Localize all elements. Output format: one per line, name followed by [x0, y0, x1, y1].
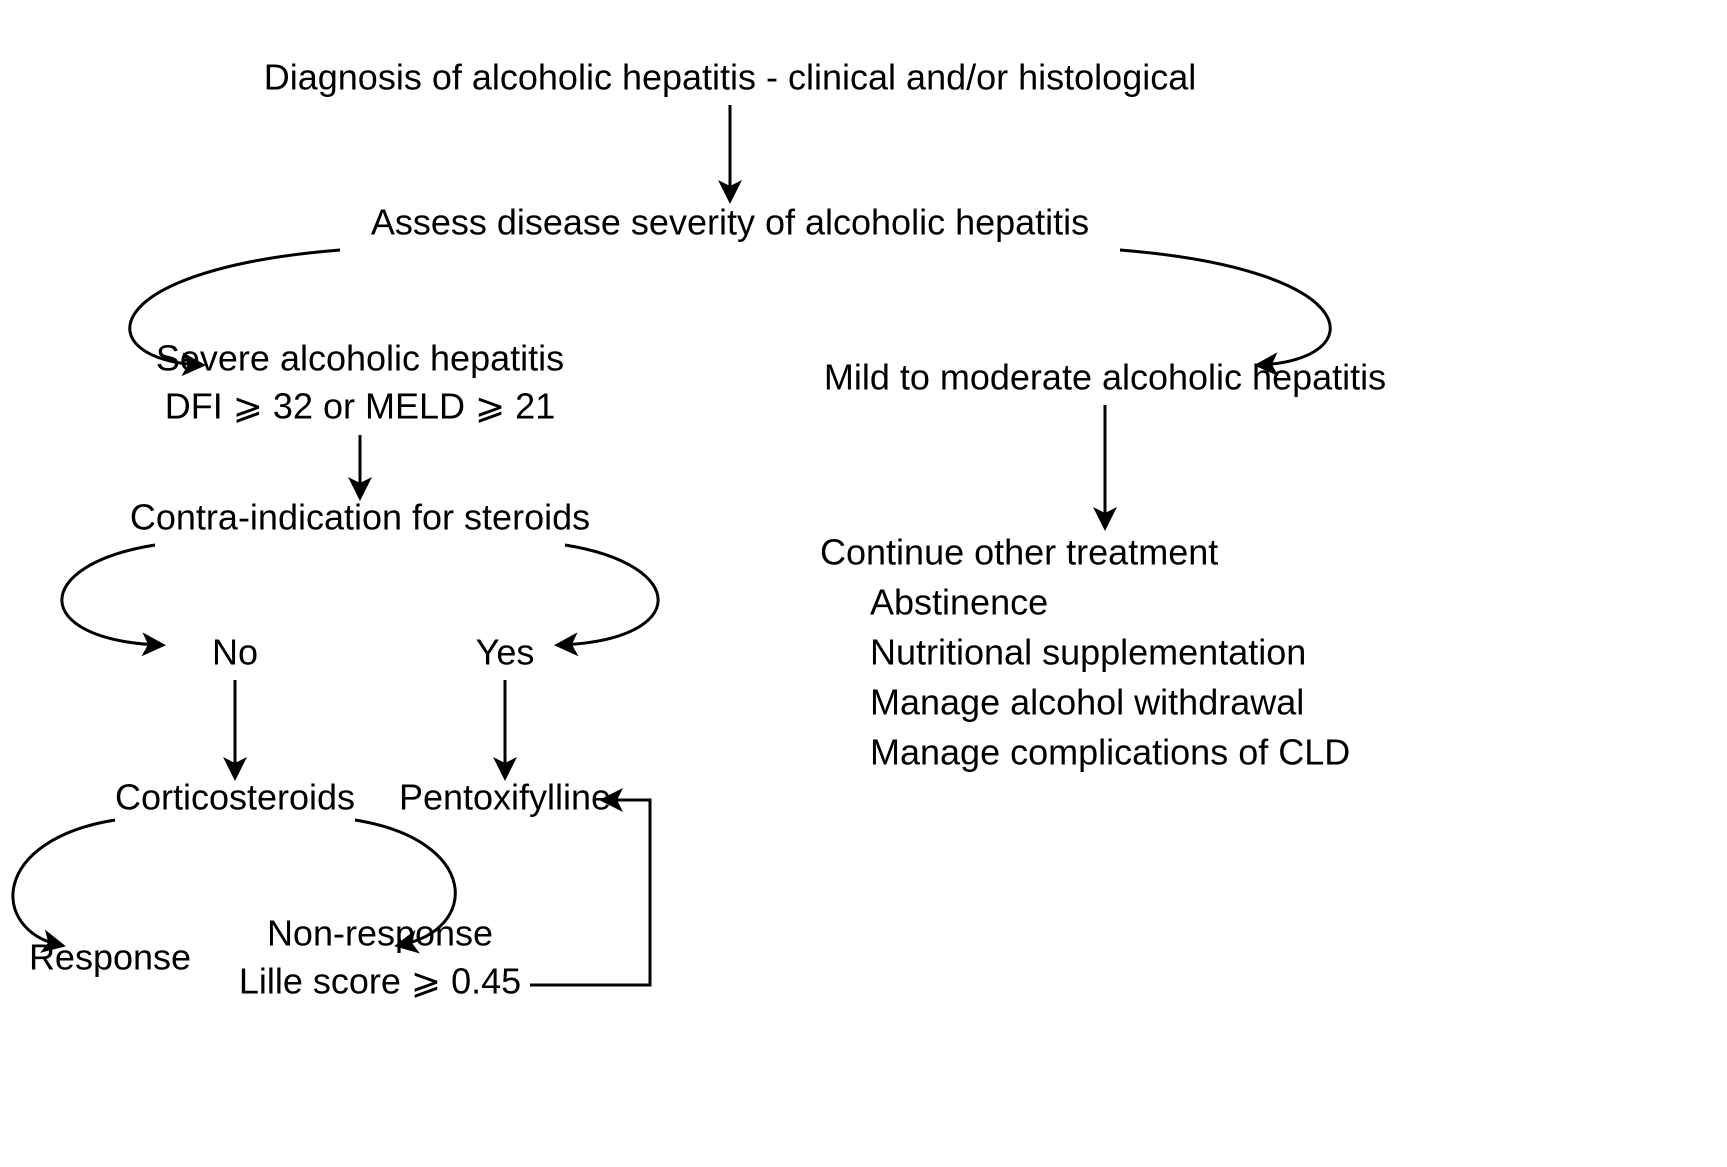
edge-nonresponse-to-pentox: [530, 800, 650, 985]
diagnosis-line-0: Diagnosis of alcoholic hepatitis - clini…: [264, 57, 1196, 98]
no-line-0: No: [212, 632, 258, 673]
continue-item-0: Abstinence: [870, 582, 1048, 623]
nonresponse-line-0: Non-response: [267, 913, 493, 954]
flowchart: Diagnosis of alcoholic hepatitis - clini…: [0, 0, 1727, 1167]
severe: Severe alcoholic hepatitis DFI ⩾ 32 or ME…: [156, 338, 564, 427]
cortico-line-0: Corticosteroids: [115, 777, 355, 818]
nonresponse-line-1: Lille score ⩾ 0.45: [239, 961, 521, 1002]
assess: Assess disease severity of alcoholic hep…: [371, 202, 1089, 243]
yes-line-0: Yes: [476, 632, 535, 673]
edge-contra-to-no: [62, 545, 160, 645]
edge-assess-to-mild: [1120, 250, 1330, 365]
mild-line-0: Mild to moderate alcoholic hepatitis: [824, 357, 1386, 398]
continue-header: Continue other treatment: [820, 532, 1218, 573]
no: No: [212, 632, 258, 673]
edge-contra-to-yes: [560, 545, 658, 645]
assess-line-0: Assess disease severity of alcoholic hep…: [371, 202, 1089, 243]
continue-item-3: Manage complications of CLD: [870, 732, 1350, 773]
continue: Continue other treatment Abstinence Nutrit…: [820, 532, 1350, 773]
contra-line-0: Contra-indication for steroids: [130, 497, 590, 538]
nodes-layer: Diagnosis of alcoholic hepatitis - clini…: [29, 57, 1386, 1002]
response-line-0: Response: [29, 937, 191, 978]
cortico: Corticosteroids: [115, 777, 355, 818]
pentox: Pentoxifylline: [399, 777, 611, 818]
continue-item-2: Manage alcohol withdrawal: [870, 682, 1304, 723]
pentox-line-0: Pentoxifylline: [399, 777, 611, 818]
diagnosis: Diagnosis of alcoholic hepatitis - clini…: [264, 57, 1196, 98]
mild: Mild to moderate alcoholic hepatitis: [824, 357, 1386, 398]
nonresponse: Non-response Lille score ⩾ 0.45: [239, 913, 521, 1002]
response: Response: [29, 937, 191, 978]
severe-line-1: DFI ⩾ 32 or MELD ⩾ 21: [165, 386, 555, 427]
severe-line-0: Severe alcoholic hepatitis: [156, 338, 564, 379]
continue-item-1: Nutritional supplementation: [870, 632, 1306, 673]
contra: Contra-indication for steroids: [130, 497, 590, 538]
yes: Yes: [476, 632, 535, 673]
edge-cortico-to-response: [13, 820, 115, 945]
